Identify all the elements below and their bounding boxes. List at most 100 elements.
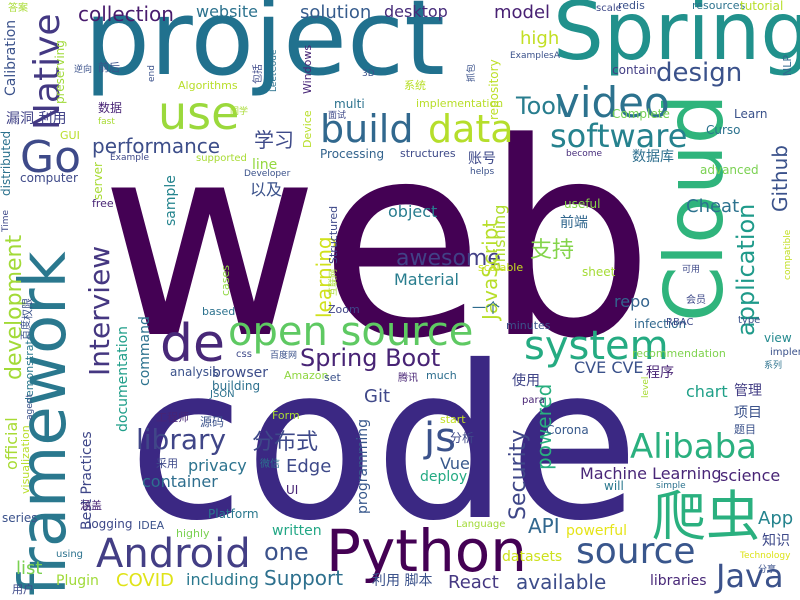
word-start: Form xyxy=(272,409,300,422)
word-android: Android xyxy=(96,531,251,577)
word-time: helps xyxy=(470,167,495,177)
word-demonstrate: 权限 xyxy=(21,298,34,320)
word-official: official xyxy=(2,417,21,470)
word-windows: Device xyxy=(301,110,314,148)
word-example: fast xyxy=(98,117,115,127)
word-available: available xyxy=(516,570,607,594)
word-scalable: scalable xyxy=(478,261,524,274)
word-app: App xyxy=(758,508,794,529)
word-timu: 分析 xyxy=(450,431,475,445)
word-hangai: series xyxy=(2,511,38,525)
word-cheat: Cheat xyxy=(686,196,740,217)
word-guanli: 管理 xyxy=(734,383,762,399)
word-vue: Vue xyxy=(440,454,470,473)
word-open-source: open source xyxy=(228,309,474,355)
word-logging: logging xyxy=(88,517,133,531)
word-baokuo: 抓包 xyxy=(467,63,477,82)
word-platform: useful xyxy=(564,197,601,211)
word-yiji: 以及 xyxy=(250,180,283,199)
word-java: Java xyxy=(716,557,784,595)
word-qianduan: 前端 xyxy=(560,215,588,231)
word-documentation: documentation xyxy=(115,325,131,432)
word-yonghu: 涵盖 xyxy=(80,499,102,512)
word-tongxue: 系统 xyxy=(404,79,426,92)
word-baidu: 百度网 xyxy=(270,351,298,361)
word-huiyuan: 百度 xyxy=(21,320,32,340)
word-corona: Corona xyxy=(546,423,589,437)
word-github: Github xyxy=(768,145,792,212)
word-shujuku: 数据库 xyxy=(632,149,674,165)
word-go: Go xyxy=(20,132,82,183)
word-device: highly xyxy=(176,527,210,540)
word-infection: infection xyxy=(634,317,687,331)
word-simple: level xyxy=(641,376,651,398)
word-useful: contain xyxy=(612,63,657,77)
word-become: advanced xyxy=(700,163,759,177)
word-sheet: sheet xyxy=(582,265,616,279)
word-mianshi: 同学 xyxy=(230,107,249,117)
word-level: agent xyxy=(25,394,35,420)
word-chart: chart xyxy=(686,382,728,401)
word-libraries: libraries xyxy=(650,573,707,589)
word-list: list xyxy=(16,558,43,579)
word-including: including xyxy=(186,570,259,589)
word-computer: distributed xyxy=(0,130,13,196)
word-complete: Learn xyxy=(734,107,768,121)
word-zhishi: 知识 xyxy=(762,533,790,549)
word-will: start xyxy=(440,413,466,426)
word-api: API xyxy=(528,514,560,538)
word-support: Support xyxy=(264,566,344,590)
word-form: Amazon xyxy=(284,369,329,382)
word-hulianwang: 可用 xyxy=(682,265,701,275)
word-website: website xyxy=(196,2,258,21)
word-processing: Processing xyxy=(320,147,385,161)
word-command: command xyxy=(137,316,153,386)
word-model: model xyxy=(494,2,551,23)
word-technology: simple xyxy=(656,481,686,491)
word-gongchengshi: 源码 xyxy=(200,415,225,429)
word-written: written xyxy=(272,523,322,539)
word-liyong-jiaoben: 利用 脚本 xyxy=(372,573,433,589)
word-awesome: awesome xyxy=(396,246,501,271)
word-structures: structures xyxy=(400,147,456,160)
word-using: 用户 xyxy=(12,583,34,596)
word-yige: 一个 xyxy=(472,301,500,317)
word-data: data xyxy=(428,107,514,151)
word-zoom: Zoom xyxy=(328,303,360,316)
word-project: project xyxy=(84,0,445,99)
word-structured: Windows xyxy=(301,44,314,94)
word-developer: supported xyxy=(196,153,247,164)
word-high: high xyxy=(520,28,560,49)
word-interview: Interview xyxy=(83,245,116,376)
word-datasets: Language xyxy=(456,519,506,530)
word-analysis: based xyxy=(202,305,236,318)
word-programming: programming xyxy=(355,418,371,514)
word-agent: Time xyxy=(1,209,11,232)
word-learn: become xyxy=(566,149,603,159)
word-git: Git xyxy=(364,386,391,407)
word-cases: datasets xyxy=(502,549,563,565)
word-pachong: 爬虫 xyxy=(652,485,760,548)
word-zhuabao: 逆向 xyxy=(74,65,93,75)
word-system: system xyxy=(524,323,669,369)
word-examplesa: implementation xyxy=(416,97,504,110)
word-minutes: minutes xyxy=(506,319,551,332)
word-repository: repository xyxy=(487,59,501,120)
word-keyong: 分享 xyxy=(758,565,777,575)
word-edge: Edge xyxy=(286,456,332,477)
word-cve: CVE CVE xyxy=(574,358,644,377)
word-powerful: powerful xyxy=(566,523,627,539)
word-daan: 包括 xyxy=(253,64,264,84)
word-contain: Complete xyxy=(612,107,670,121)
word-zhanghao: 账号 xyxy=(468,151,496,167)
word-much: building xyxy=(212,379,261,393)
word-weixin: 采用 xyxy=(156,457,178,470)
word-browser: browser xyxy=(212,365,269,381)
word-tutorial: resources xyxy=(692,0,746,12)
word-nlp: scale xyxy=(596,3,622,14)
word-design: design xyxy=(656,58,743,88)
word-shiyong: 使用 xyxy=(512,373,540,389)
word-qianhou: 数据 xyxy=(98,101,123,115)
word-xitong: 前后 xyxy=(98,61,120,74)
word-collection: collection xyxy=(78,2,174,26)
